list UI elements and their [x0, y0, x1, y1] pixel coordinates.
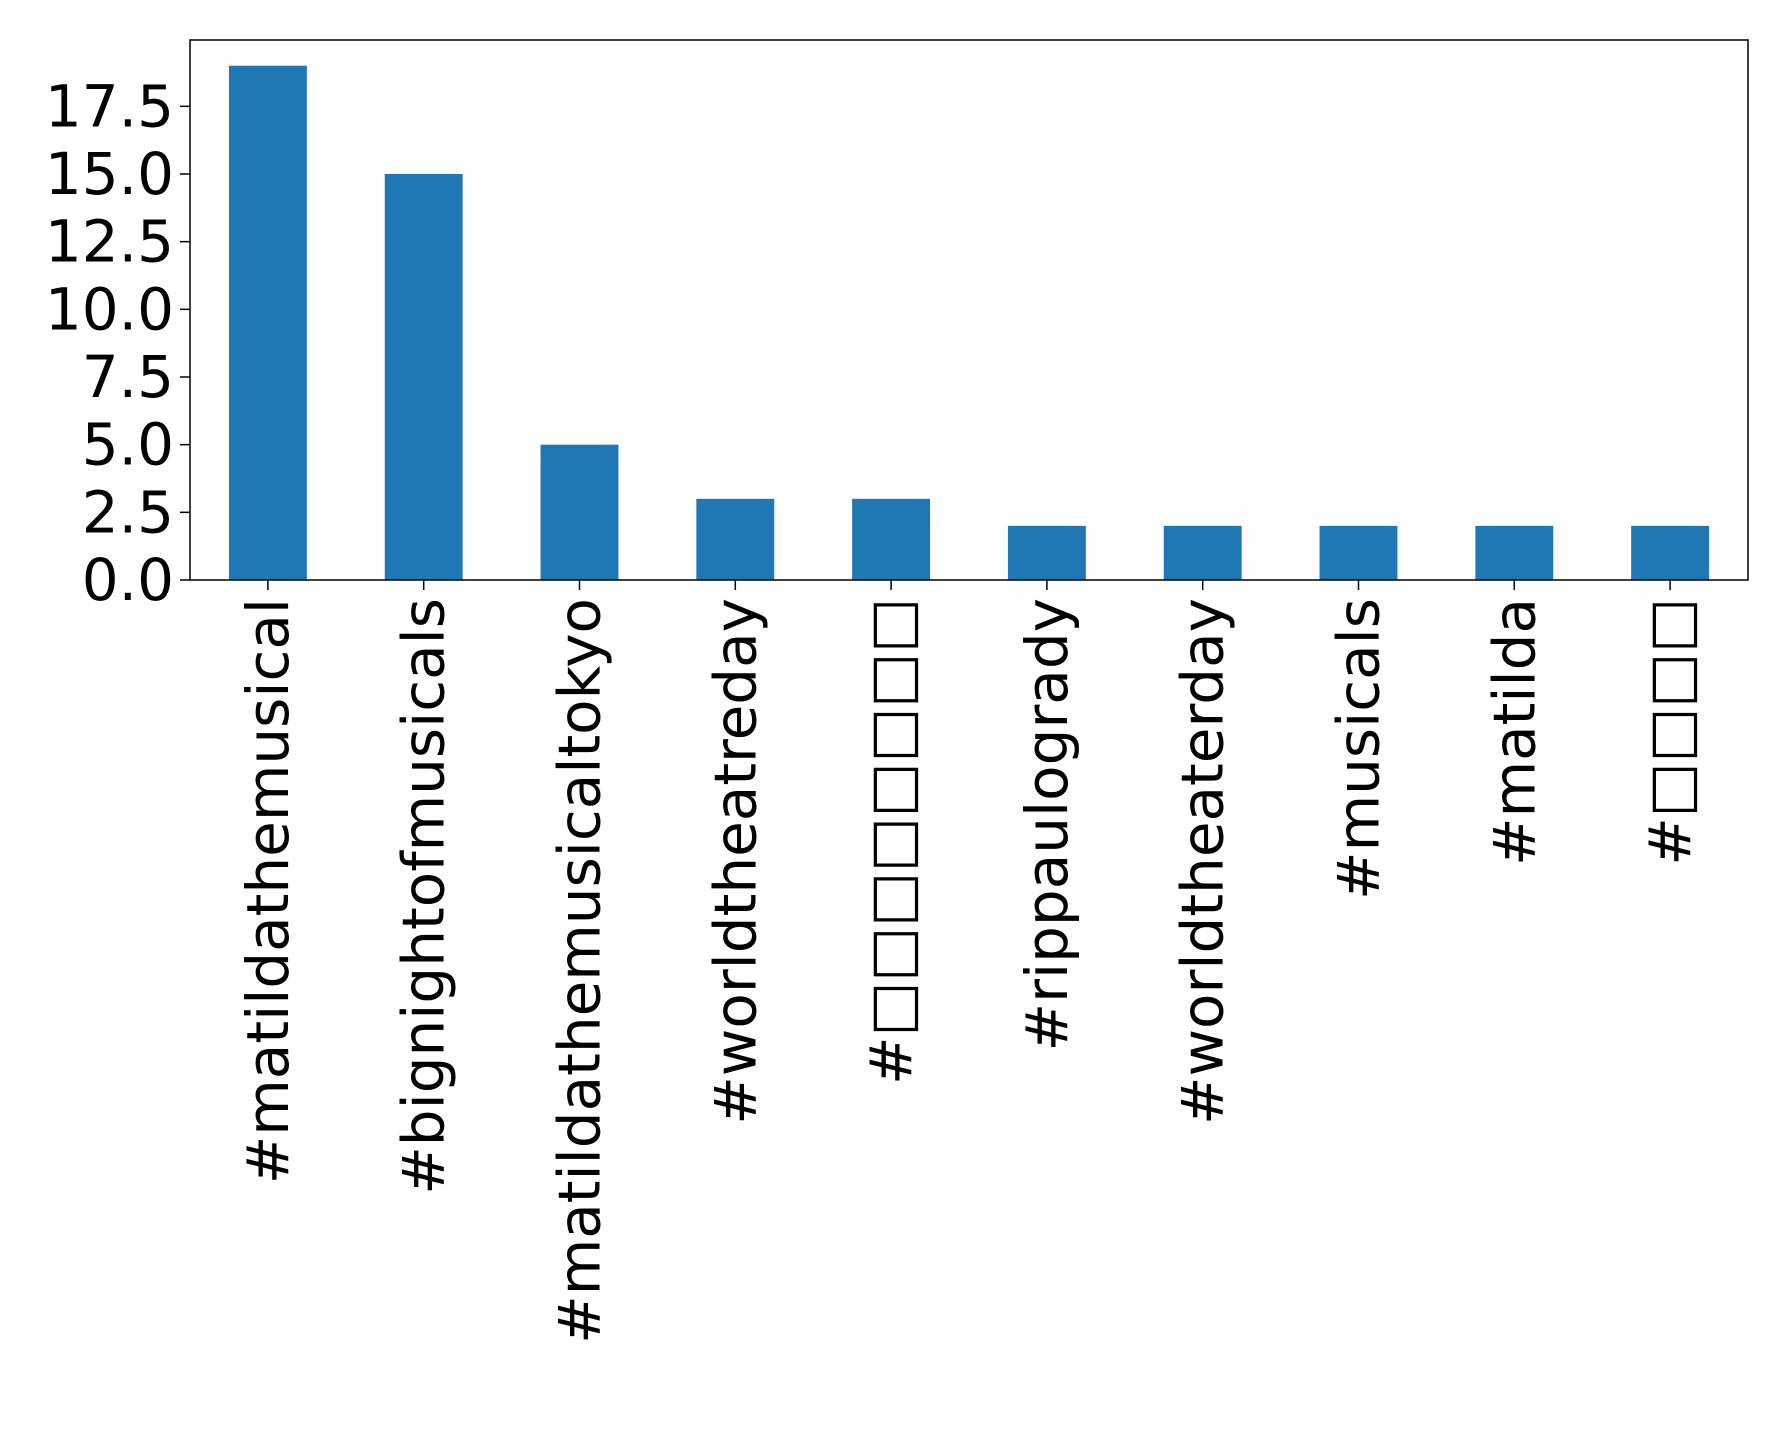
- x-tick-label: #matildathemusical: [234, 598, 302, 1184]
- y-tick-label: 5.0: [82, 411, 174, 479]
- x-tick-label: #□□□□□□□□: [857, 598, 925, 1085]
- x-tick-label: #bignightofmusicals: [390, 598, 458, 1195]
- x-tick-label: #rippaulogrady: [1013, 598, 1081, 1051]
- bar: [228, 65, 307, 580]
- y-axis: 0.02.55.07.510.012.515.017.5: [45, 72, 190, 614]
- x-tick-label: #□□□□: [1636, 598, 1704, 866]
- y-tick-label: 2.5: [82, 478, 174, 546]
- x-tick-label: #matildathemusicaltokyo: [546, 598, 614, 1344]
- bar: [540, 444, 619, 580]
- bar: [696, 498, 775, 580]
- y-tick-label: 0.0: [82, 546, 174, 614]
- bars-layer: [228, 65, 1710, 581]
- bar: [384, 173, 463, 581]
- plot-frame: [189, 39, 1749, 581]
- bar: [1631, 525, 1710, 580]
- x-tick-label: #musicals: [1325, 598, 1393, 900]
- bar: [1475, 525, 1554, 580]
- bar: [1163, 525, 1242, 580]
- x-tick-label: #worldtheatreday: [701, 598, 769, 1125]
- y-tick-label: 12.5: [45, 208, 174, 276]
- bar: [1007, 525, 1086, 580]
- x-axis: #matildathemusical #bignightofmusicals #ma…: [234, 580, 1704, 1344]
- y-tick-label: 7.5: [82, 343, 174, 411]
- y-tick-label: 15.0: [45, 140, 174, 208]
- bar: [1319, 525, 1398, 580]
- x-tick-label: #worldtheaterday: [1169, 598, 1237, 1125]
- x-tick-label: #matilda: [1480, 598, 1548, 866]
- y-tick-label: 17.5: [45, 72, 174, 140]
- bar: [852, 498, 931, 580]
- y-tick-label: 10.0: [45, 275, 174, 343]
